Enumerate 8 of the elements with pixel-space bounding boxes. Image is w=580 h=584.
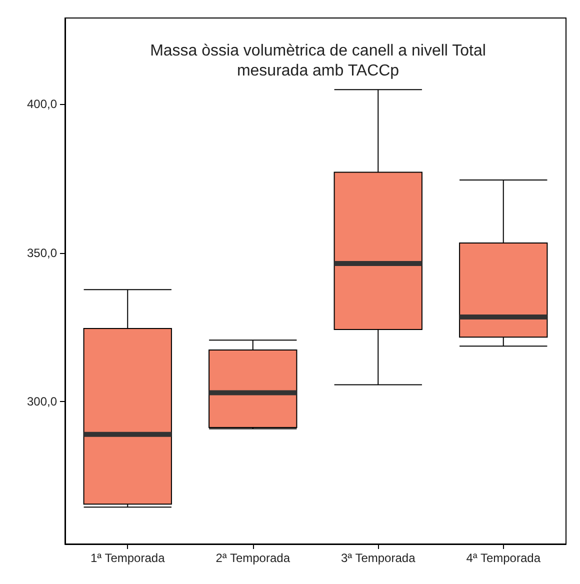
text: Massa òssia volumètrica de canell a nivell Total mesurada amb TACCp xyxy=(150,42,486,80)
x-tick-label: 4ª Temporada xyxy=(466,551,541,565)
y-tick-label: 400,0 xyxy=(26,97,58,112)
x-tick-label: 2ª Temporada xyxy=(216,551,290,565)
y-tick-label: 350,0 xyxy=(26,246,58,260)
x-tick-label: 3ª Temporada xyxy=(340,551,416,565)
x-tick-label: 1ª Temporada xyxy=(90,551,166,565)
y-tick-label: 300,0 xyxy=(26,394,58,408)
